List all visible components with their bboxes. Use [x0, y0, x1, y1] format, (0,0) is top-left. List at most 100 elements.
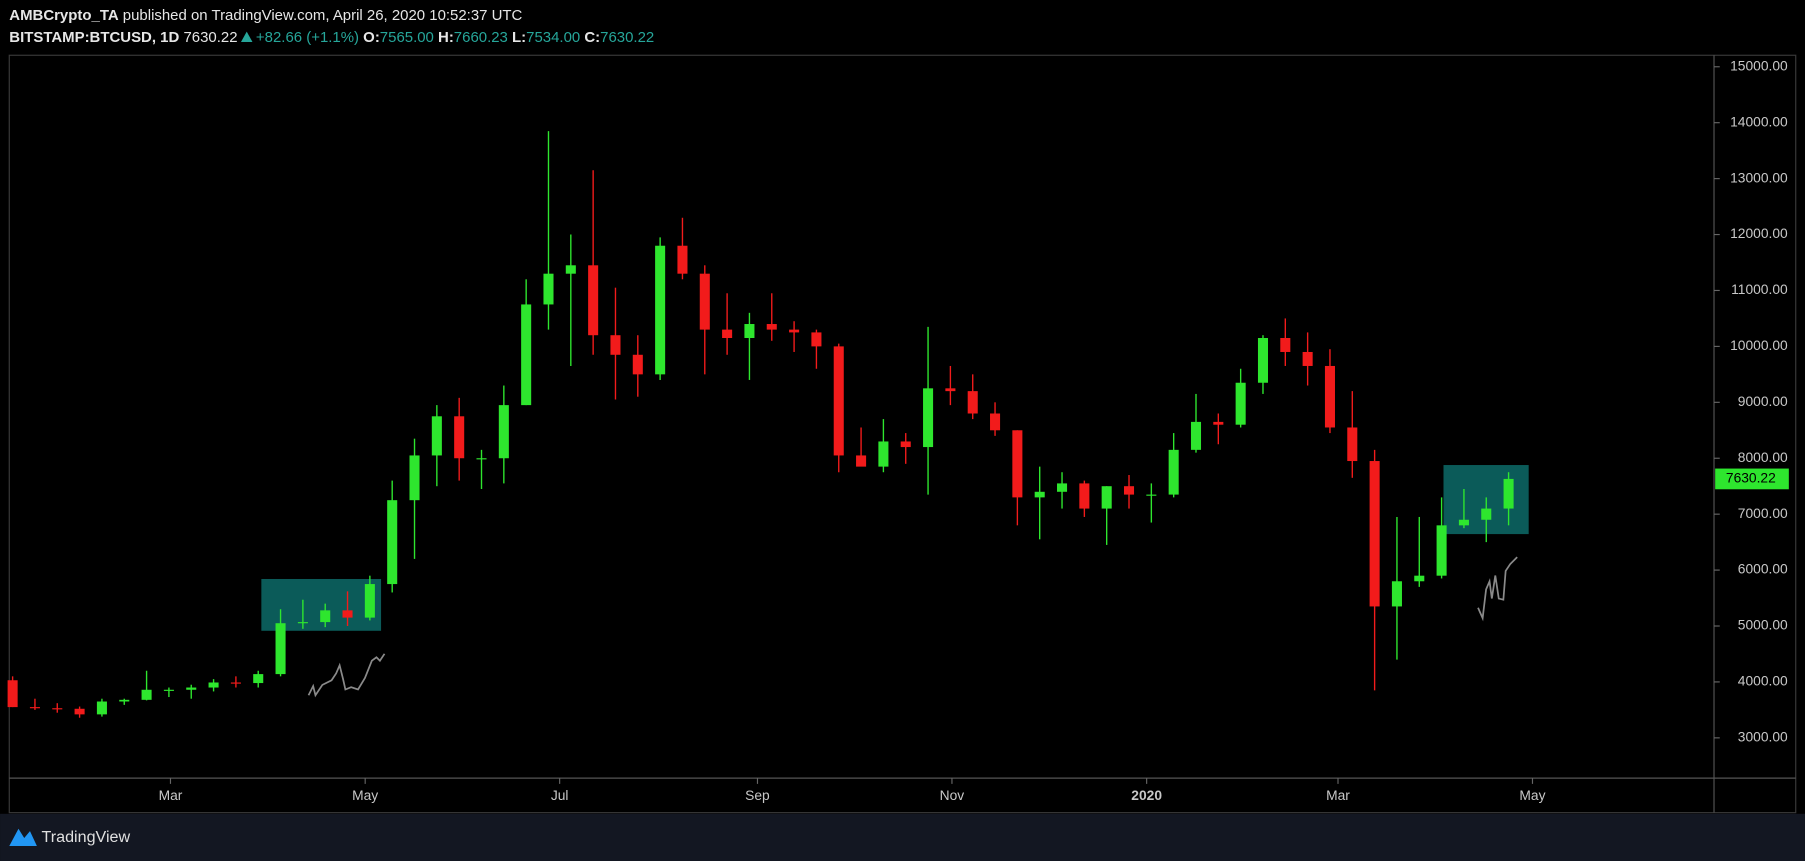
candle-body — [1012, 430, 1023, 498]
last-price-box — [1715, 468, 1789, 490]
brand-logo: TradingView — [9, 828, 131, 847]
candle-body — [990, 413, 1001, 431]
y-tick-label: 7000.00 — [1738, 505, 1788, 521]
logo-shape — [9, 828, 37, 847]
candle-body — [744, 324, 755, 339]
candle-body — [253, 674, 264, 684]
candle-body — [1458, 519, 1469, 526]
candle-body — [521, 304, 532, 406]
candle-body — [230, 682, 241, 684]
candle-body — [1347, 427, 1358, 462]
y-tick-label: 9000.00 — [1738, 393, 1788, 409]
x-tick-label: Sep — [745, 787, 770, 803]
candle-body — [1436, 525, 1447, 576]
pattern-sketch — [1477, 556, 1518, 622]
y-tick-label: 8000.00 — [1738, 449, 1788, 465]
y-tick-label: 5000.00 — [1738, 617, 1788, 633]
close-value: 7630.22 — [600, 29, 654, 46]
y-tick-label: 3000.00 — [1738, 728, 1788, 744]
last-price-label: 7630.22 — [1726, 470, 1776, 486]
x-tick-label: Mar — [159, 787, 183, 803]
candle-body — [387, 500, 398, 585]
candle-body — [811, 332, 822, 347]
footer-bar — [0, 813, 1805, 861]
candle-body — [543, 273, 554, 305]
x-tick-label: Nov — [940, 787, 965, 803]
y-tick-label: 15000.00 — [1730, 57, 1788, 73]
candle-body — [1101, 486, 1112, 509]
author: AMBCrypto_TA — [9, 7, 119, 24]
y-tick-label: 10000.00 — [1730, 337, 1788, 353]
candle-body — [163, 689, 174, 691]
brand: TradingView — [42, 828, 131, 846]
candle-body — [1503, 478, 1514, 509]
candle-body — [1414, 575, 1425, 582]
candle-body — [96, 701, 107, 715]
candle-body — [297, 622, 308, 624]
candle-body — [74, 708, 85, 715]
candle-body — [565, 265, 576, 274]
candle-body — [342, 610, 353, 618]
x-tick-label: Jul — [551, 787, 569, 803]
x-tick-label: 2020 — [1131, 787, 1162, 803]
x-tick-label: May — [352, 787, 378, 803]
candle-body — [1369, 461, 1380, 607]
high-label: H: — [438, 29, 454, 46]
candle-body — [320, 610, 331, 623]
candle-body — [7, 680, 18, 708]
candle-body — [588, 265, 599, 336]
candle-body — [655, 245, 666, 375]
candle-body — [1057, 483, 1068, 492]
candle-body — [1213, 421, 1224, 425]
candle-body — [409, 455, 420, 501]
y-tick-label: 4000.00 — [1738, 673, 1788, 689]
y-tick-label: 12000.00 — [1730, 225, 1788, 241]
last-price: 7630.22 — [183, 29, 237, 46]
candle-body — [52, 708, 63, 710]
highlight-box — [261, 578, 382, 631]
pattern-sketch — [307, 653, 386, 698]
candle-body — [364, 584, 375, 618]
candle-body — [119, 699, 130, 702]
candle-body — [1391, 581, 1402, 607]
candle-body — [900, 441, 911, 448]
candle-body — [677, 245, 688, 274]
low-value: 7534.00 — [526, 29, 580, 46]
candle-body — [1324, 365, 1335, 428]
candle-body — [1235, 382, 1246, 425]
candle-body — [766, 324, 777, 330]
candle-body — [186, 687, 197, 690]
candle-body — [1123, 486, 1135, 495]
candle-body — [141, 689, 152, 700]
y-tick-label: 13000.00 — [1730, 169, 1788, 185]
publish-line: AMBCrypto_TA published on TradingView.co… — [9, 7, 522, 24]
change: +82.66 (+1.1%) — [256, 29, 359, 46]
candle-body — [454, 416, 465, 459]
candle-body — [878, 441, 889, 467]
candle-body — [1034, 491, 1045, 498]
frame — [8, 54, 1797, 814]
published: published on TradingView.com, April 26, … — [123, 7, 523, 24]
candle-body — [967, 391, 978, 414]
candle-body — [1481, 508, 1492, 520]
low-label: L: — [512, 29, 526, 46]
candle-body — [632, 354, 643, 375]
candle-body — [1257, 338, 1269, 383]
candle-body — [945, 388, 956, 392]
x-tick-label: May — [1519, 787, 1545, 803]
candle-body — [208, 682, 219, 688]
candle-body — [498, 405, 509, 459]
x-tick-label: Mar — [1326, 787, 1350, 803]
candle-body — [1079, 483, 1090, 509]
candle-body — [833, 346, 844, 456]
up-arrow — [240, 31, 253, 43]
plot: 7630.22 — [7, 131, 1789, 718]
y-tick-label: 11000.00 — [1731, 281, 1788, 297]
candle-body — [1280, 338, 1291, 352]
candle-body — [722, 329, 733, 339]
y-tick-label: 14000.00 — [1730, 113, 1788, 129]
y-tick-label: 6000.00 — [1738, 561, 1788, 577]
candle-body — [856, 455, 867, 467]
candle-body — [275, 623, 286, 675]
